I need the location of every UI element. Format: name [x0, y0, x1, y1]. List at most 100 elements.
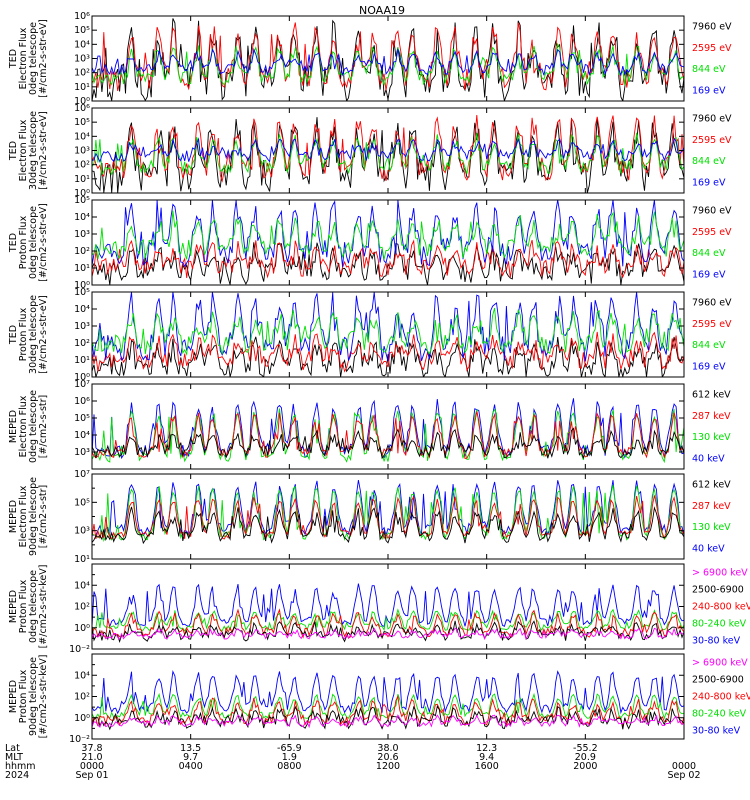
series-line-169-ev: [92, 200, 684, 268]
x-axis-row-label: Lat: [5, 743, 20, 754]
legend-entry: 7960 eV: [692, 22, 732, 33]
y-axis-label: MEPED: [8, 410, 19, 443]
y-axis-label: Electron Flux: [18, 119, 29, 181]
x-axis-tick-label: -55.2: [573, 743, 598, 754]
x-axis-tick-label: 0800: [277, 761, 301, 772]
legend-entry: 287 keV: [692, 501, 731, 512]
legend-entry: 7960 eV: [692, 298, 732, 309]
y-tick-label: 10⁴: [74, 131, 90, 142]
y-axis-label: 90deg telescope: [28, 477, 39, 556]
y-axis-label: Proton Flux: [18, 215, 29, 269]
legend-entry: 169 eV: [692, 269, 726, 280]
series-line-7960-ev: [92, 117, 684, 193]
series-line--6900-kev: [92, 627, 684, 641]
y-tick-label: 10⁻²: [69, 644, 90, 655]
legend-entry: 169 eV: [692, 361, 726, 372]
x-axis-row-label: MLT: [5, 752, 23, 763]
y-tick-label: 10⁴: [74, 39, 90, 50]
series-line-2595-ev: [92, 331, 684, 373]
series-line-844-ev: [92, 307, 684, 356]
y-axis-label: 0deg telescope: [28, 570, 39, 643]
y-tick-label: 10⁵: [74, 25, 90, 36]
legend-entry: 130 keV: [692, 432, 731, 443]
y-tick-label: 10⁷: [74, 379, 90, 390]
y-axis-label: Electron Flux: [18, 485, 29, 547]
x-axis-row-label: hhmm: [5, 761, 36, 772]
y-axis-label: TED: [8, 325, 19, 345]
x-axis-tick-label: 9.7: [183, 752, 198, 763]
legend-entry: 844 eV: [692, 340, 726, 351]
y-tick-label: 10¹: [74, 174, 90, 185]
x-axis-tick-label: 0000: [672, 761, 696, 772]
y-tick-label: 10⁵: [74, 497, 90, 508]
x-axis-tick-label: 1600: [475, 761, 499, 772]
y-axis-label: MEPED: [8, 590, 19, 623]
x-axis-tick-label: 20.9: [575, 752, 596, 763]
legend-entry: 612 keV: [692, 390, 731, 401]
y-axis-label: Electron Flux: [18, 27, 29, 89]
y-axis-label: MEPED: [8, 680, 19, 713]
y-axis-label: Proton Flux: [18, 579, 29, 633]
x-axis-tick-label: 1200: [376, 761, 400, 772]
y-axis-label: 30deg telescope: [28, 111, 39, 190]
y-axis-label: [#/cm2-s-str-eV]: [38, 295, 49, 374]
y-axis-label: [#/cm2-s-str-eV]: [38, 111, 49, 190]
y-tick-label: 10¹: [74, 263, 90, 274]
legend-entry: > 6900 keV: [692, 657, 748, 668]
series-line-169-ev: [92, 292, 684, 362]
legend-entry: 80-240 keV: [692, 618, 747, 629]
y-tick-label: 10⁰: [74, 372, 90, 383]
panel-3: 10⁰ 10¹ 10² 10³ 10⁴ 10⁵ TED Proton Flux 0deg tel…: [8, 195, 732, 291]
y-axis-label: TED: [8, 141, 19, 161]
series-line-844-ev: [92, 210, 684, 260]
y-axis-label: [#/cm2-s-str-keV]: [38, 655, 49, 739]
y-tick-label: 10¹: [74, 554, 90, 565]
series-line-612-kev: [92, 427, 684, 460]
y-tick-label: 10²: [74, 338, 90, 349]
y-tick-label: 10⁵: [74, 195, 90, 206]
y-axis-label: Proton Flux: [18, 307, 29, 361]
y-axis-label: [#/cm2-s-str-eV]: [38, 19, 49, 98]
series-line-287-kev: [92, 411, 684, 460]
y-tick-label: 10²: [74, 602, 90, 613]
legend-entry: 2500-6900: [692, 674, 744, 685]
panel-2: 10⁰ 10¹ 10² 10³ 10⁴ 10⁵ 10⁶ TED Electron Flux 30d…: [8, 103, 732, 199]
y-axis-label: [#/cm2-s-str]: [38, 485, 49, 548]
x-axis-tick-label: Sep 01: [75, 770, 108, 781]
series-line-7960-ev: [92, 18, 684, 101]
legend-entry: 240-800 keV: [692, 691, 750, 702]
y-tick-label: 10⁵: [74, 413, 90, 424]
x-axis-tick-label: -65.9: [277, 743, 302, 754]
y-tick-label: 10⁵: [74, 287, 90, 298]
y-tick-label: 10⁰: [74, 713, 90, 724]
y-axis-label: Electron Flux: [18, 395, 29, 457]
legend-entry: 844 eV: [692, 248, 726, 259]
x-axis-tick-label: 2000: [573, 761, 597, 772]
x-axis-tick-label: 12.3: [476, 743, 497, 754]
x-axis-row-label: 2024: [5, 770, 29, 781]
series-line-30-80-kev: [92, 669, 684, 715]
y-tick-label: 10³: [74, 146, 90, 157]
legend-entry: > 6900 keV: [692, 567, 748, 578]
series-line-844-ev: [92, 42, 684, 87]
y-tick-label: 10⁴: [74, 430, 90, 441]
y-axis-label: 0deg telescope: [28, 390, 39, 463]
y-tick-label: 10²: [74, 692, 90, 703]
y-tick-label: 10²: [74, 68, 90, 79]
x-axis-tick-label: Sep 02: [667, 770, 700, 781]
series-line-40-kev: [92, 480, 684, 537]
legend-entry: 2595 eV: [692, 227, 732, 238]
legend-entry: 2595 eV: [692, 135, 732, 146]
y-axis-label: [#/cm2-s-str-eV]: [38, 203, 49, 282]
legend-entry: 7960 eV: [692, 206, 732, 217]
y-tick-label: 10¹: [74, 355, 90, 366]
y-tick-label: 10⁻²: [69, 734, 90, 745]
legend-entry: 2500-6900: [692, 584, 744, 595]
panel-1: 10⁰ 10¹ 10² 10³ 10⁴ 10⁵ 10⁶ TED Electron Flux 0de…: [8, 11, 732, 107]
legend-entry: 240-800 keV: [692, 601, 750, 612]
panel-6: 10¹ 10³ 10⁵ 10⁷ MEPED Electron Flux 90deg tele…: [8, 469, 731, 565]
legend-entry: 80-240 keV: [692, 708, 747, 719]
series-line-130-kev: [92, 408, 684, 464]
